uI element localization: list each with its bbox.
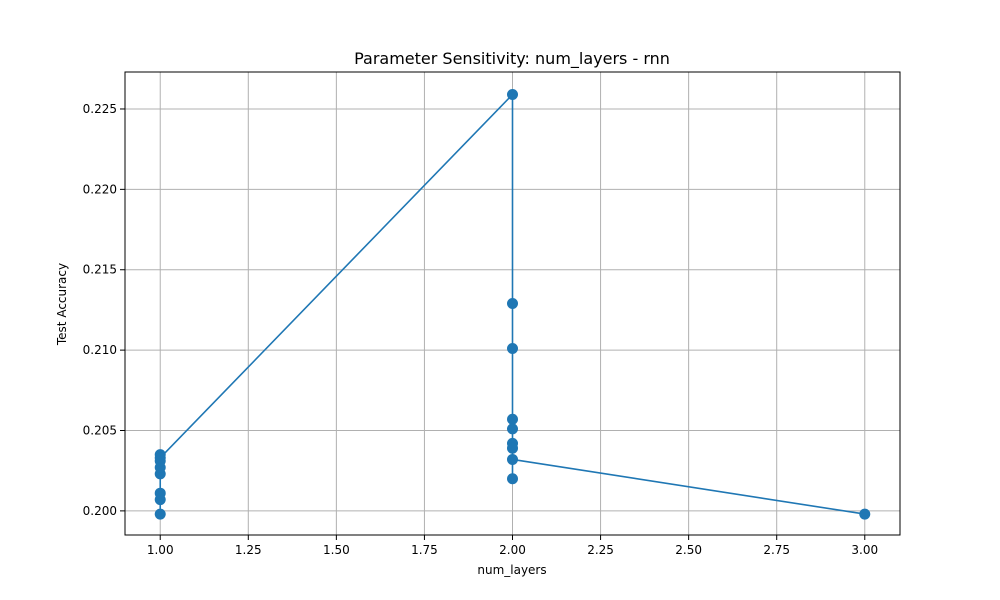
y-tick-label: 0.205 [83, 424, 117, 438]
x-tick-label: 1.25 [235, 543, 262, 557]
data-point [507, 413, 518, 425]
axis-ticks: 1.00 1.25 1.50 1.75 2.00 2.25 2.50 2.75 3.00 0.20… [83, 102, 878, 557]
chart-title: Parameter Sensitivity: num_layers - rnn [354, 49, 670, 69]
x-tick-label: 1.75 [411, 543, 438, 557]
data-point [154, 452, 166, 464]
y-tick-label: 0.220 [83, 182, 117, 196]
data-point [507, 453, 518, 465]
data-point [507, 473, 518, 485]
x-tick-label: 2.00 [499, 543, 526, 557]
x-tick-label: 1.00 [147, 543, 174, 557]
y-axis-label: Test Accuracy [55, 263, 69, 346]
data-point [507, 442, 518, 454]
y-tick-label: 0.215 [83, 263, 117, 277]
series-layer [154, 89, 871, 520]
x-axis-label: num_layers [477, 563, 546, 577]
x-tick-label: 2.50 [675, 543, 702, 557]
y-tick-label: 0.225 [83, 102, 117, 116]
data-point [507, 89, 518, 101]
data-point [154, 487, 166, 499]
data-point [859, 508, 871, 520]
y-tick-label: 0.210 [83, 343, 117, 357]
data-point [507, 343, 518, 355]
data-point [507, 298, 518, 309]
x-tick-label: 1.50 [323, 543, 350, 557]
x-tick-label: 3.00 [851, 543, 878, 557]
data-point [507, 423, 518, 435]
y-tick-label: 0.200 [83, 504, 117, 518]
x-tick-label: 2.75 [763, 543, 790, 557]
data-point [154, 508, 166, 520]
x-tick-label: 2.25 [587, 543, 614, 557]
